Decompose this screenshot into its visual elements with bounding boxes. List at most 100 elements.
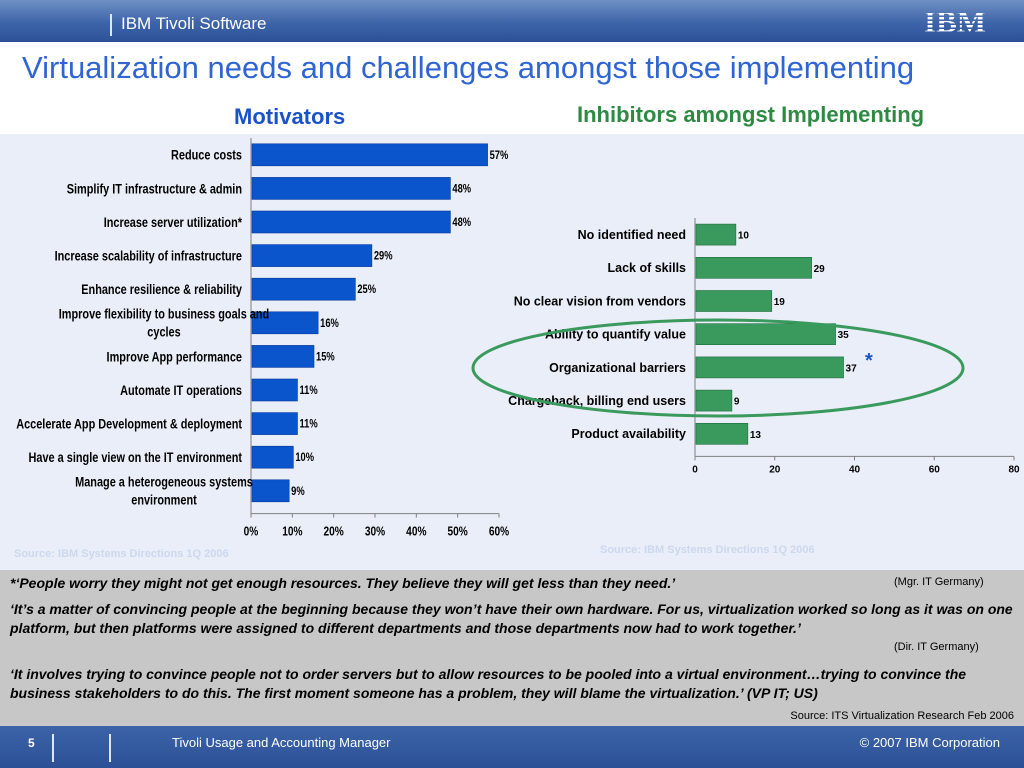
motivators-category-line: Have a single view on the IT environment	[29, 450, 243, 466]
inhibitors-bar	[695, 223, 737, 246]
inhibitors-tick-label: 40	[849, 464, 861, 475]
motivators-category-label: Reduce costs	[171, 147, 242, 163]
page-title: Virtualization needs and challenges amon…	[22, 50, 915, 85]
inhibitors-tick-label: 0	[692, 464, 698, 475]
inhibitors-category-line: Product availability	[571, 427, 686, 441]
motivators-bar	[251, 177, 451, 200]
quote-1-attribution: (Mgr. IT Germany)	[894, 576, 984, 588]
inhibitors-value-label: 37	[846, 363, 858, 374]
motivators-tick-label: 40%	[406, 524, 427, 538]
motivators-category-label: Accelerate App Development & deployment	[16, 416, 243, 432]
inhibitors-tick-label: 20	[769, 464, 781, 475]
motivators-category-line: Enhance resilience & reliability	[81, 282, 242, 298]
motivators-bar	[251, 143, 488, 167]
motivators-bar	[251, 412, 298, 435]
inhibitors-category-line: No clear vision from vendors	[514, 294, 686, 308]
motivators-category-label: Automate IT operations	[120, 383, 242, 399]
chart-source-left: Source: IBM Systems Directions 1Q 2006	[14, 548, 229, 560]
inhibitors-category-label: Product availability	[571, 427, 686, 441]
chart-source-right: Source: IBM Systems Directions 1Q 2006	[600, 544, 815, 556]
inhibitors-heading: Inhibitors amongst Implementing	[577, 102, 925, 127]
inhibitors-category-label: No identified need	[578, 228, 686, 242]
motivators-category-line: Manage a heterogeneous systems	[75, 474, 253, 490]
motivators-category-label: Increase server utilization*	[104, 215, 242, 231]
motivators-bar	[251, 479, 290, 503]
motivators-tick-label: 60%	[489, 524, 510, 538]
inhibitors-value-label: 13	[750, 430, 762, 441]
motivators-bar	[251, 345, 315, 368]
brand-name: IBM Tivoli Software	[121, 14, 267, 33]
inhibitors-value-label: 19	[774, 297, 786, 308]
motivators-category-label: Simplify IT infrastructure & admin	[67, 181, 242, 197]
motivators-category-line: Increase server utilization*	[104, 215, 242, 231]
motivators-category-line: Simplify IT infrastructure & admin	[67, 181, 242, 197]
motivators-category-line: Automate IT operations	[120, 383, 242, 399]
motivators-value-label: 15%	[316, 350, 335, 363]
inhibitors-category-line: No identified need	[578, 228, 686, 242]
inhibitors-category-label: Organizational barriers	[549, 361, 686, 375]
quote-2-attribution: (Dir. IT Germany)	[894, 641, 979, 653]
motivators-tick-label: 0%	[244, 524, 259, 538]
motivators-bar	[251, 378, 298, 402]
motivators-tick-label: 30%	[365, 524, 386, 538]
quotes-panel: *‘People worry they might not get enough…	[0, 570, 1024, 726]
inhibitors-category-label: Lack of skills	[607, 261, 686, 275]
motivators-category-line: Improve flexibility to business goals an…	[59, 306, 269, 322]
motivators-bar	[251, 311, 319, 335]
inhibitors-category-line: Ability to quantify value	[545, 328, 686, 342]
motivators-value-label: 57%	[490, 149, 509, 162]
inhibitors-bar	[695, 257, 812, 279]
quote-1: *‘People worry they might not get enough…	[10, 575, 676, 591]
quotes-source: Source: ITS Virtualization Research Feb …	[790, 710, 1014, 722]
inhibitors-value-label: 9	[734, 397, 740, 408]
inhibitors-bar	[695, 290, 773, 312]
footer-bar: 5 Tivoli Usage and Accounting Manager © …	[0, 726, 1024, 768]
inhibitors-tick-label: 80	[1008, 464, 1020, 475]
motivators-category-line: environment	[131, 492, 197, 508]
motivators-value-label: 48%	[452, 216, 471, 229]
quote-2: ‘It’s a matter of convincing people at t…	[10, 601, 1013, 636]
page-number: 5	[28, 736, 35, 750]
motivators-category-label: Improve flexibility to business goals an…	[59, 306, 269, 340]
inhibitors-category-line: Organizational barriers	[549, 361, 686, 375]
inhibitors-category-line: Lack of skills	[607, 261, 686, 275]
motivators-value-label: 11%	[299, 384, 318, 397]
inhibitors-bar	[695, 422, 749, 445]
motivators-bar	[251, 244, 373, 267]
motivators-value-label: 11%	[299, 418, 318, 431]
motivators-category-line: Accelerate App Development & deployment	[16, 416, 243, 432]
motivators-category-label: Increase scalability of infrastructure	[55, 248, 242, 264]
motivators-category-label: Improve App performance	[107, 349, 242, 365]
motivators-tick-label: 10%	[282, 524, 303, 538]
ibm-logo-text: IBM	[924, 5, 986, 37]
chart-area: 0% 10% 20% 30% 40% 50% 60% 57% Reduce costs 48% Si…	[0, 134, 1024, 570]
motivators-value-label: 29%	[374, 250, 393, 263]
footer-divider	[109, 734, 111, 762]
motivators-tick-label: 20%	[324, 524, 345, 538]
motivators-category-line: cycles	[147, 324, 180, 340]
inhibitors-value-label: 35	[838, 330, 850, 341]
inhibitors-value-label: 10	[738, 231, 750, 242]
inhibitors-tick-label: 60	[929, 464, 941, 475]
motivators-category-line: Increase scalability of infrastructure	[55, 248, 242, 264]
motivators-category-line: Improve App performance	[107, 349, 242, 365]
motivators-chart: 0% 10% 20% 30% 40% 50% 60% 57% Reduce costs 48% Si…	[16, 138, 510, 539]
header-divider	[110, 14, 112, 36]
footer-divider	[52, 734, 54, 762]
motivators-bar	[251, 445, 294, 469]
motivators-value-label: 9%	[291, 485, 305, 498]
ibm-logo-icon: IBM	[924, 5, 986, 37]
motivators-category-label: Have a single view on the IT environment	[29, 450, 243, 466]
motivators-category-label: Enhance resilience & reliability	[81, 282, 242, 298]
inhibitors-category-label: Ability to quantify value	[545, 328, 686, 342]
motivators-tick-label: 50%	[448, 524, 469, 538]
motivators-bar	[251, 210, 451, 234]
inhibitors-chart: 0 20 40 60 80 10 No identified need 29 Lack of s…	[508, 218, 1020, 475]
motivators-heading: Motivators	[234, 104, 346, 129]
inhibitors-bar	[695, 389, 733, 412]
highlight-ellipse	[471, 318, 965, 418]
asterisk-marker: *	[865, 350, 873, 372]
product-name: Tivoli Usage and Accounting Manager	[172, 735, 391, 750]
motivators-bar	[251, 277, 356, 301]
motivators-category-label: Manage a heterogeneous systems environmen…	[75, 474, 253, 508]
